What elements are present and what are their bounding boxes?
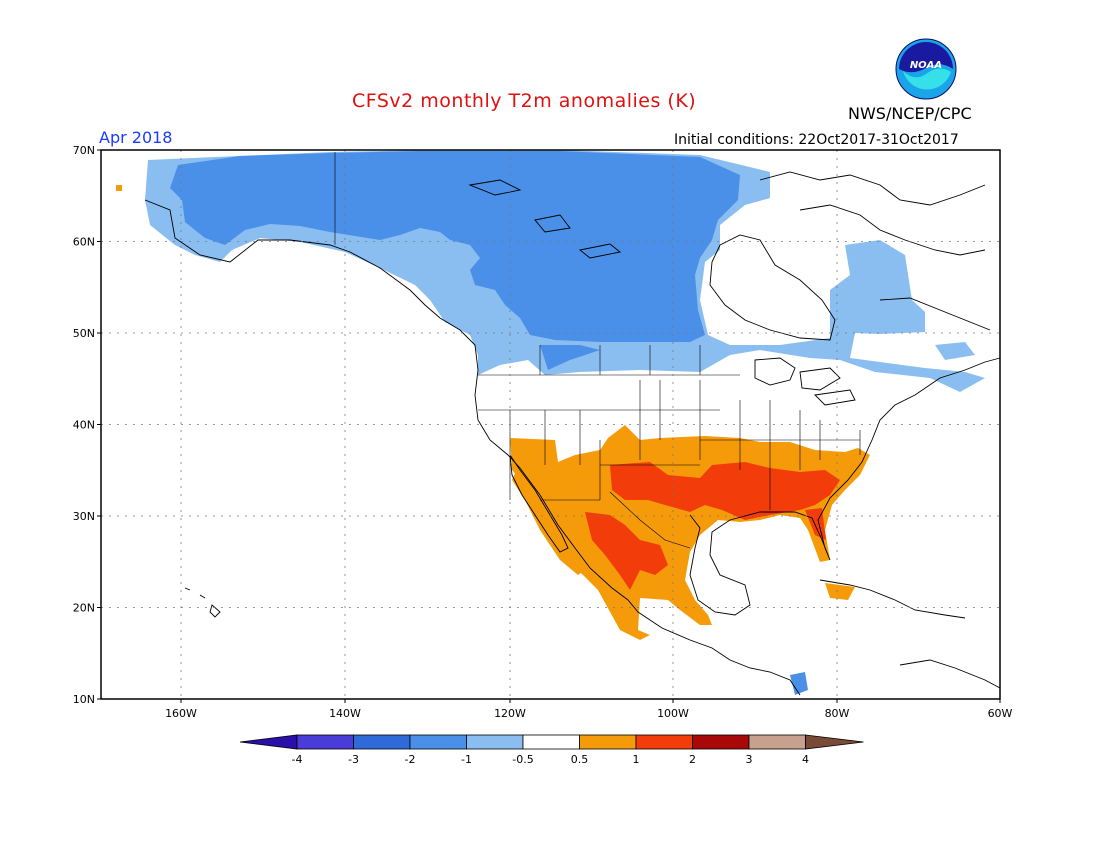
legend-tick-label: 1 [633,753,640,766]
valid-month-label: Apr 2018 [99,128,173,147]
latitude-label: 60N [73,236,95,249]
legend-tick-label: 2 [689,753,696,766]
legend-swatch [692,734,750,750]
longitude-label: 120W [494,707,526,720]
chart-title: CFSv2 monthly T2m anomalies (K) [352,90,697,112]
latitude-label: 40N [73,419,95,432]
legend-swatch [748,734,806,750]
legend-tick-label: -4 [292,753,303,766]
map-panel [100,149,1001,700]
longitude-label: 160W [165,707,197,720]
noaa-emblem-icon [895,38,957,100]
graticule [101,150,1000,699]
legend-swatch [635,734,693,750]
initial-conditions-label: Initial conditions: 22Oct2017-31Oct2017 [674,132,959,148]
legend-tick-label: 0.5 [571,753,589,766]
anomaly-medium-blue [170,151,808,695]
legend-tick-label: 4 [802,753,809,766]
anomaly-red [585,462,840,590]
agency-label: NWS/NCEP/CPC [848,104,972,123]
latitude-label: 30N [73,510,95,523]
colorbar-legend: -4 -3 -2 -1 -0.5 0.5 1 2 3 4 [239,734,864,766]
latitude-labels: 70N 60N 50N 40N 30N 20N 10N [73,144,101,706]
anomaly-cell-aleutians [116,185,122,191]
noaa-logo: NOAA [895,38,957,100]
legend-tick-label: -1 [461,753,472,766]
legend-swatch [579,734,637,750]
legend-tick-label: -3 [348,753,359,766]
legend-swatch [353,734,411,750]
legend-tick-label: 3 [746,753,753,766]
latitude-label: 70N [73,144,95,157]
legend-tick-label: -0.5 [512,753,533,766]
legend-tick-label: -2 [405,753,416,766]
coastlines [144,171,1001,696]
legend-swatch [296,734,354,750]
longitude-label: 140W [329,707,361,720]
logo-text: NOAA [909,60,943,71]
longitude-label: 60W [988,707,1013,720]
legend-arrow-low [239,734,298,750]
legend-swatch [466,734,524,750]
latitude-label: 10N [73,693,95,706]
legend-swatch [409,734,467,750]
longitude-labels: 160W 140W 120W 100W 80W 60W [165,699,1013,720]
longitude-label: 100W [657,707,689,720]
latitude-label: 50N [73,327,95,340]
latitude-label: 20N [73,602,95,615]
legend-arrow-high [805,734,864,750]
longitude-label: 80W [825,707,850,720]
state-borders [334,152,861,549]
legend-swatch [522,734,580,750]
